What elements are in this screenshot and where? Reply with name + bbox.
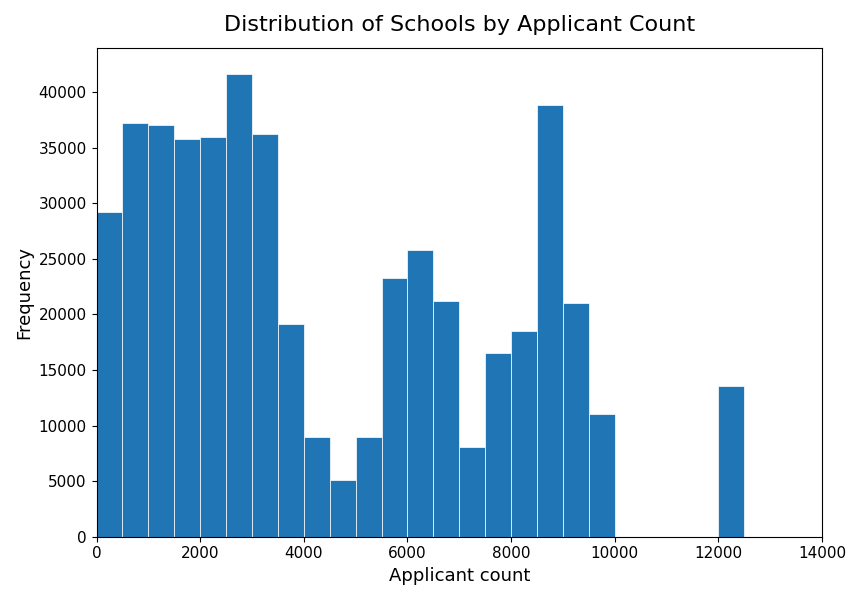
Bar [226, 74, 252, 537]
Bar [589, 415, 615, 537]
Bar [200, 137, 226, 537]
Bar [174, 139, 200, 537]
Bar [381, 278, 407, 537]
Bar [718, 386, 744, 537]
Y-axis label: Frequency: Frequency [15, 245, 33, 338]
Bar [459, 446, 485, 537]
Bar [122, 123, 148, 537]
Bar [537, 106, 563, 537]
X-axis label: Applicant count: Applicant count [388, 567, 530, 585]
Bar [96, 212, 122, 537]
Title: Distribution of Schools by Applicant Count: Distribution of Schools by Applicant Cou… [224, 15, 695, 35]
Bar [278, 325, 304, 537]
Bar [407, 250, 433, 537]
Bar [485, 353, 511, 537]
Bar [304, 437, 330, 537]
Bar [148, 125, 174, 537]
Bar [356, 437, 381, 537]
Bar [252, 134, 278, 537]
Bar [563, 304, 589, 537]
Bar [330, 480, 356, 537]
Bar [433, 301, 459, 537]
Bar [511, 331, 537, 537]
